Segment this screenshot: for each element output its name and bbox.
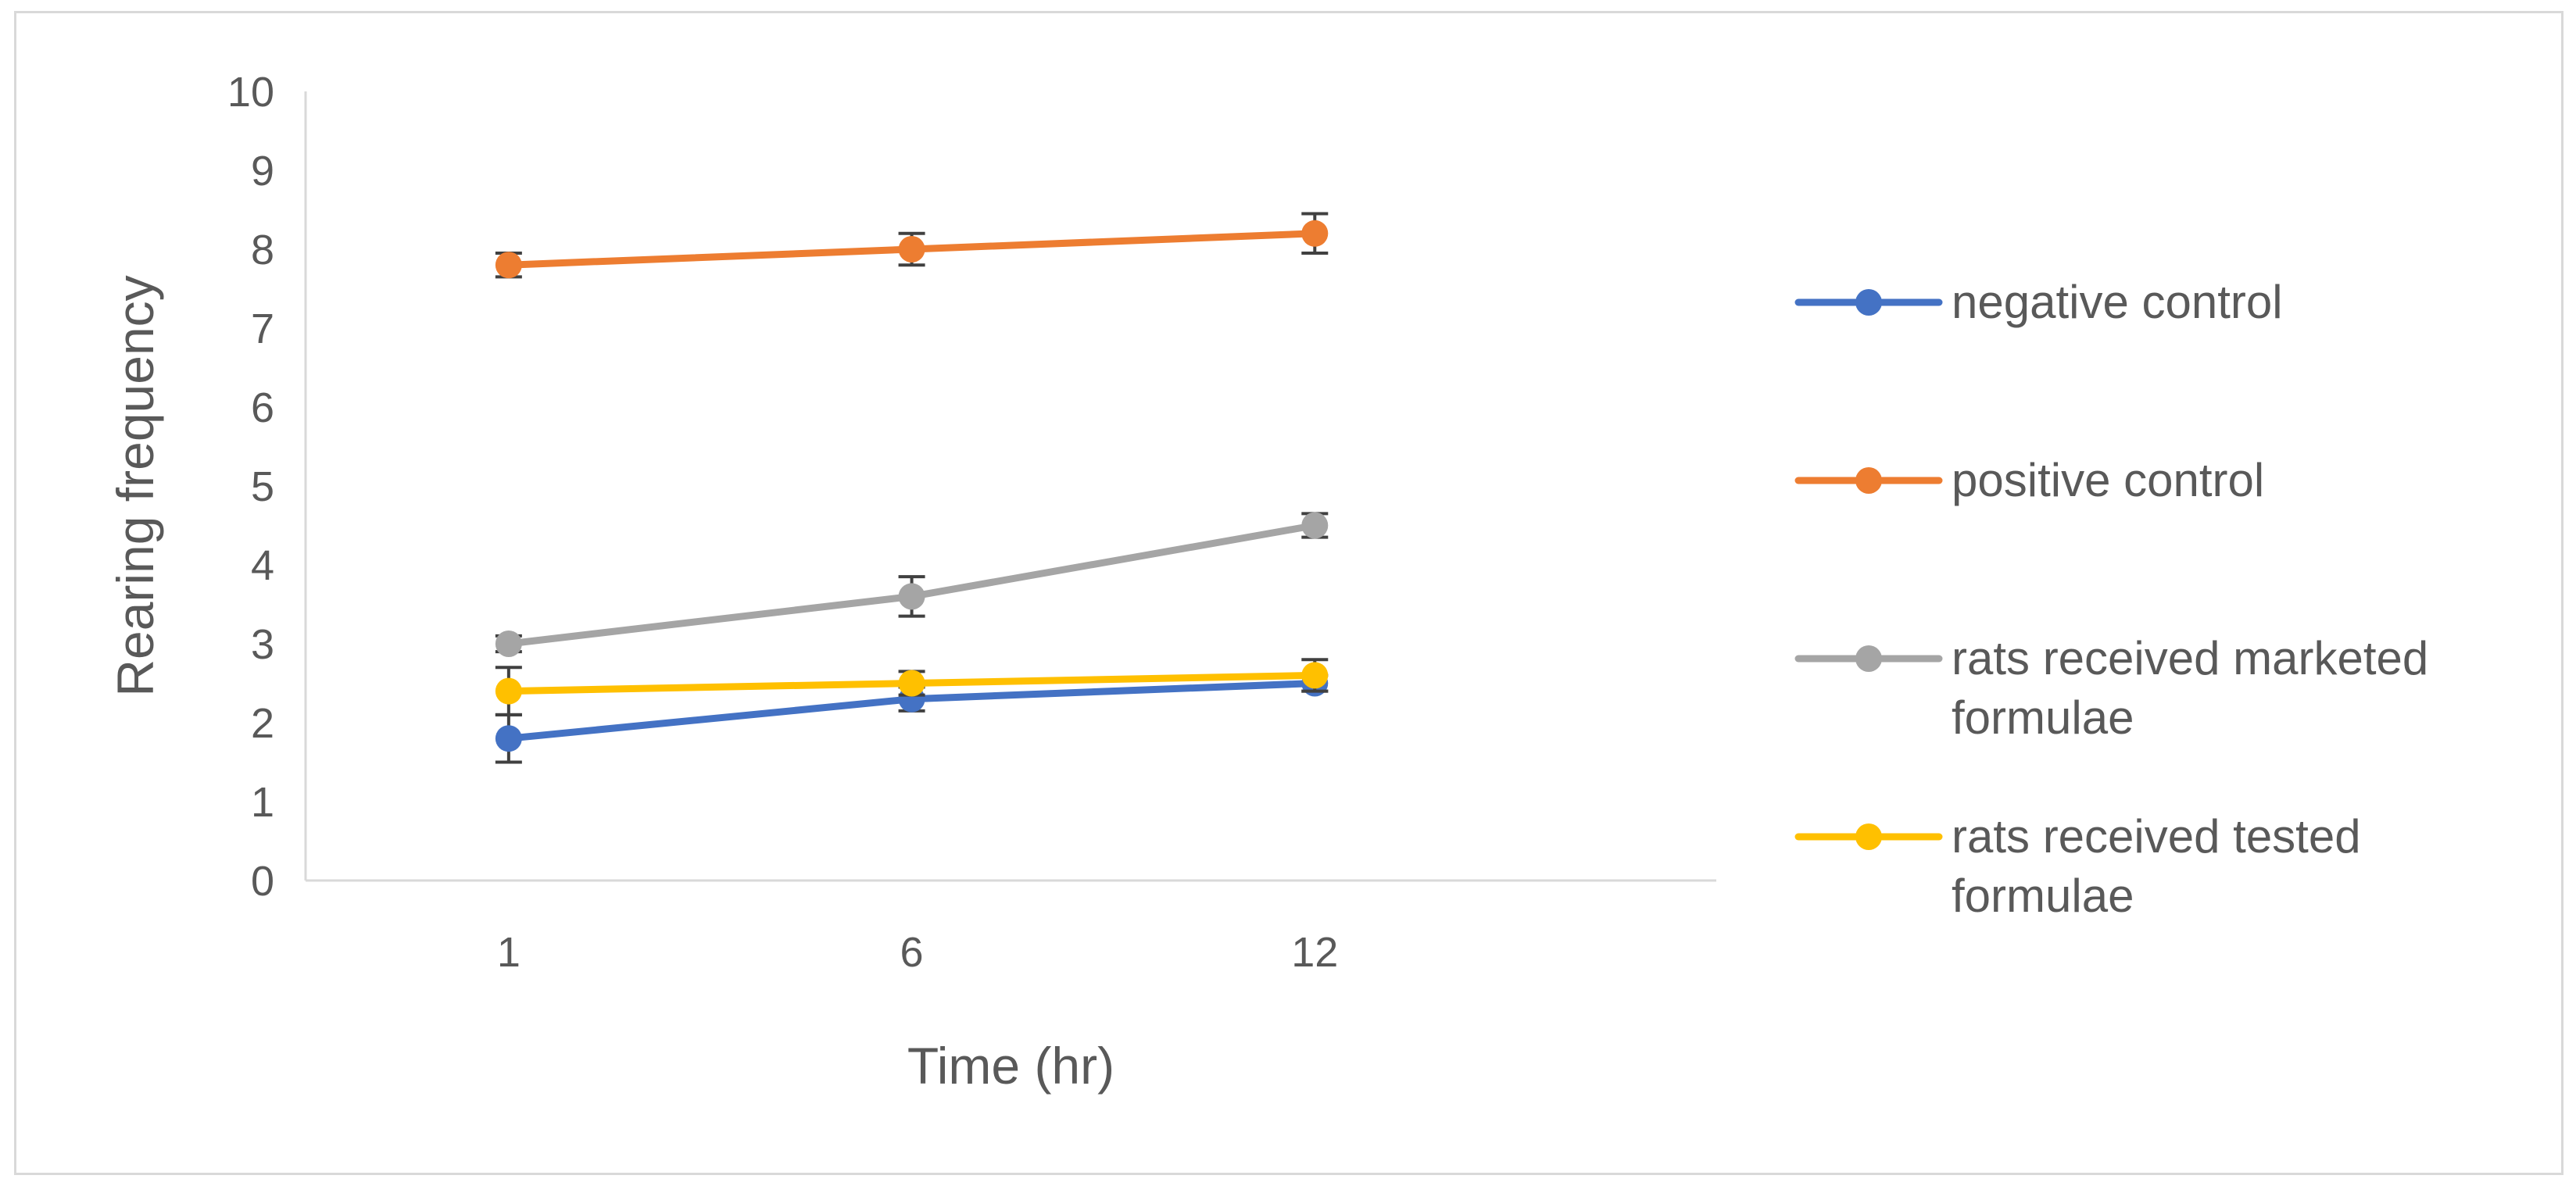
y-tick-label: 0 — [251, 858, 274, 905]
x-tick-label: 12 — [1291, 929, 1338, 976]
legend-label: negative control — [1952, 276, 2283, 328]
legend-item-2: positive control — [1794, 454, 2264, 506]
x-tick-label: 1 — [497, 929, 521, 976]
legend-label: rats received tested formulae — [1952, 810, 2361, 922]
x-axis-ticks: 1 6 12 — [497, 929, 1338, 976]
legend: negative control positive control rats rec… — [1794, 276, 2428, 922]
data-point — [495, 631, 522, 657]
series-3 — [495, 512, 1329, 657]
y-tick-label: 10 — [227, 69, 274, 116]
series-2 — [495, 212, 1329, 279]
chart-frame: 0 1 2 3 4 5 6 7 8 9 10 1 6 12 Time (hr) Rearing freq… — [14, 11, 2563, 1175]
y-tick-label: 1 — [251, 779, 274, 826]
legend-swatch-marker — [1855, 467, 1882, 494]
y-tick-label: 4 — [251, 542, 274, 589]
y-tick-label: 2 — [251, 700, 274, 747]
y-tick-label: 5 — [251, 463, 274, 510]
legend-label-line: rats received tested — [1952, 810, 2361, 863]
legend-swatch-marker — [1855, 289, 1882, 316]
y-tick-label: 3 — [251, 621, 274, 668]
data-point — [898, 670, 925, 697]
legend-label-line: formulae — [1952, 691, 2134, 744]
legend-label-line: negative control — [1952, 276, 2283, 328]
legend-label: positive control — [1952, 454, 2264, 506]
legend-label-line: positive control — [1952, 454, 2264, 506]
y-tick-label: 6 — [251, 384, 274, 431]
legend-item-4: rats received tested formulae — [1794, 810, 2361, 922]
y-axis-ticks: 0 1 2 3 4 5 6 7 8 9 10 — [227, 69, 274, 905]
legend-item-3: rats received marketed formulae — [1794, 632, 2428, 744]
data-point — [1301, 220, 1329, 247]
x-tick-label: 6 — [900, 929, 924, 976]
data-point — [495, 725, 522, 752]
series-4 — [495, 658, 1329, 716]
legend-swatch-marker — [1855, 645, 1882, 672]
y-tick-label: 9 — [251, 148, 274, 195]
y-tick-label: 8 — [251, 227, 274, 273]
legend-swatch-marker — [1855, 823, 1882, 850]
y-tick-label: 7 — [251, 305, 274, 352]
data-point — [898, 583, 925, 610]
data-point — [898, 236, 925, 263]
x-axis-title: Time (hr) — [907, 1037, 1114, 1095]
legend-item-1: negative control — [1794, 276, 2283, 328]
data-point — [495, 677, 522, 705]
legend-label-line: rats received marketed — [1952, 632, 2428, 684]
y-axis-title: Rearing frequency — [106, 275, 164, 696]
data-point — [1301, 512, 1329, 539]
series-layer — [495, 212, 1329, 764]
axes — [304, 91, 1716, 882]
legend-label: rats received marketed formulae — [1952, 632, 2428, 744]
data-point — [495, 252, 522, 279]
data-point — [1301, 662, 1329, 689]
legend-label-line: formulae — [1952, 870, 2134, 922]
